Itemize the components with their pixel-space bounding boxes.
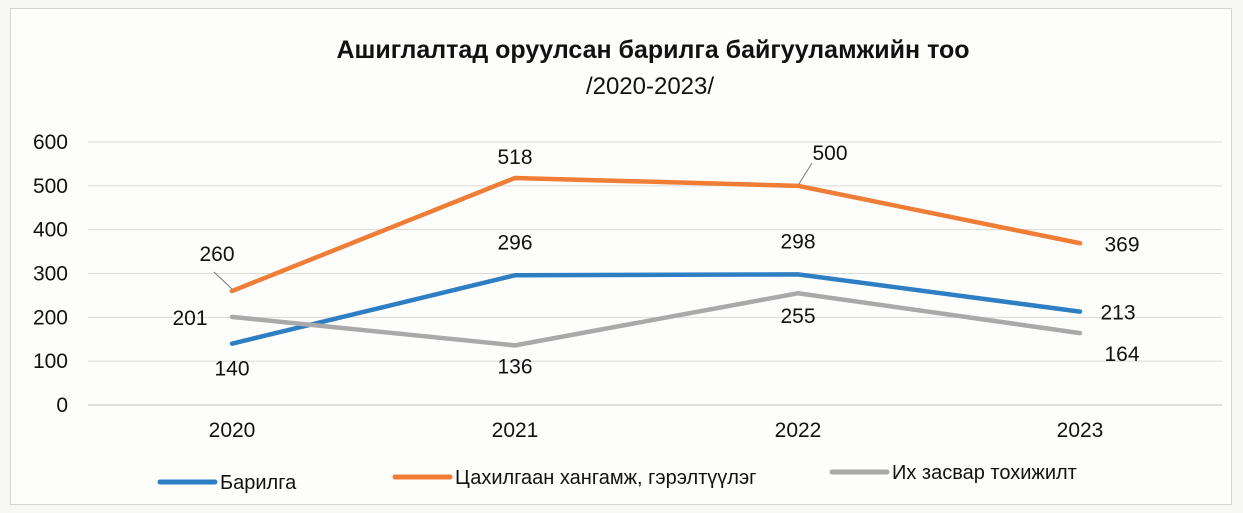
legend-item-label[interactable]: Их засвар тохижилт bbox=[892, 462, 1077, 484]
leader-line bbox=[798, 162, 813, 185]
legend[interactable]: Барилга Цахилгаан хангамж, гэрэлтүүлэг Их … bbox=[157, 462, 1077, 494]
leader-line bbox=[213, 271, 233, 290]
data-label: 298 bbox=[780, 230, 815, 253]
data-label: 296 bbox=[497, 231, 532, 254]
data-label: 500 bbox=[812, 142, 847, 165]
data-label: 369 bbox=[1104, 233, 1139, 256]
y-axis: 0 100 200 300 400 500 600 bbox=[33, 131, 68, 417]
data-label: 201 bbox=[172, 307, 207, 330]
data-labels: 140 296 298 213 260 518 500 369 201 136 255 164 bbox=[172, 142, 1139, 381]
gridlines bbox=[88, 141, 1222, 406]
x-tick-label: 2021 bbox=[492, 419, 539, 442]
x-tick-label: 2023 bbox=[1057, 419, 1104, 442]
data-label: 255 bbox=[780, 305, 815, 328]
series-line-1 bbox=[229, 272, 1083, 346]
x-axis: 2020 2021 2022 2023 bbox=[209, 419, 1104, 442]
data-label: 164 bbox=[1104, 343, 1139, 366]
y-tick-label: 500 bbox=[33, 175, 68, 198]
data-label: 140 bbox=[214, 358, 249, 381]
y-tick-label: 600 bbox=[33, 131, 68, 154]
y-tick-label: 100 bbox=[33, 350, 68, 373]
legend-item-label[interactable]: Барилга bbox=[220, 472, 297, 494]
legend-item-label[interactable]: Цахилгаан хангамж, гэрэлтүүлэг bbox=[455, 467, 756, 489]
data-label: 213 bbox=[1100, 302, 1135, 325]
y-tick-label: 300 bbox=[33, 263, 68, 286]
y-tick-label: 200 bbox=[33, 306, 68, 329]
chart-title: Ашиглалтад оруулсан барилга байгууламжий… bbox=[336, 36, 969, 64]
y-tick-label: 0 bbox=[56, 394, 68, 417]
data-label: 260 bbox=[199, 243, 234, 266]
chart-subtitle: /2020-2023/ bbox=[586, 73, 714, 100]
x-tick-label: 2020 bbox=[209, 419, 256, 442]
data-label: 518 bbox=[497, 146, 532, 169]
y-tick-label: 400 bbox=[33, 219, 68, 242]
chart-frame bbox=[10, 8, 1232, 505]
series-line-3 bbox=[229, 290, 1083, 348]
series-lines bbox=[229, 175, 1083, 348]
data-label: 136 bbox=[497, 355, 532, 378]
x-tick-label: 2022 bbox=[775, 419, 822, 442]
series-line-2 bbox=[229, 175, 1083, 294]
